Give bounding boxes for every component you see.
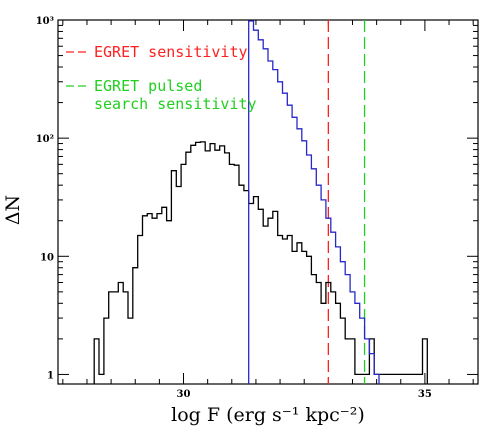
x-tick-label: 35 — [418, 389, 432, 400]
plot-frame — [57, 19, 479, 385]
x-axis-title: log F (erg s⁻¹ kpc⁻²) — [171, 404, 365, 426]
series-lines — [93, 20, 428, 384]
y-axis-title: ΔN — [2, 195, 24, 225]
sensitivity-lines — [327, 20, 366, 384]
histogram-series — [248, 20, 380, 384]
legend-label: search sensitivity — [94, 95, 257, 113]
y-tick-label: 10³ — [36, 16, 54, 27]
legend-label: EGRET sensitivity — [94, 43, 248, 61]
x-tick-label: 30 — [177, 389, 191, 400]
y-tick-label: 1 — [47, 370, 54, 381]
y-tick-label: 10 — [40, 252, 54, 263]
histogram-series — [93, 141, 428, 384]
ticks: 30 35 1 10 10² 10³ — [36, 16, 478, 400]
legend-label: EGRET pulsed — [94, 77, 202, 95]
y-tick-label: 10² — [36, 134, 54, 145]
